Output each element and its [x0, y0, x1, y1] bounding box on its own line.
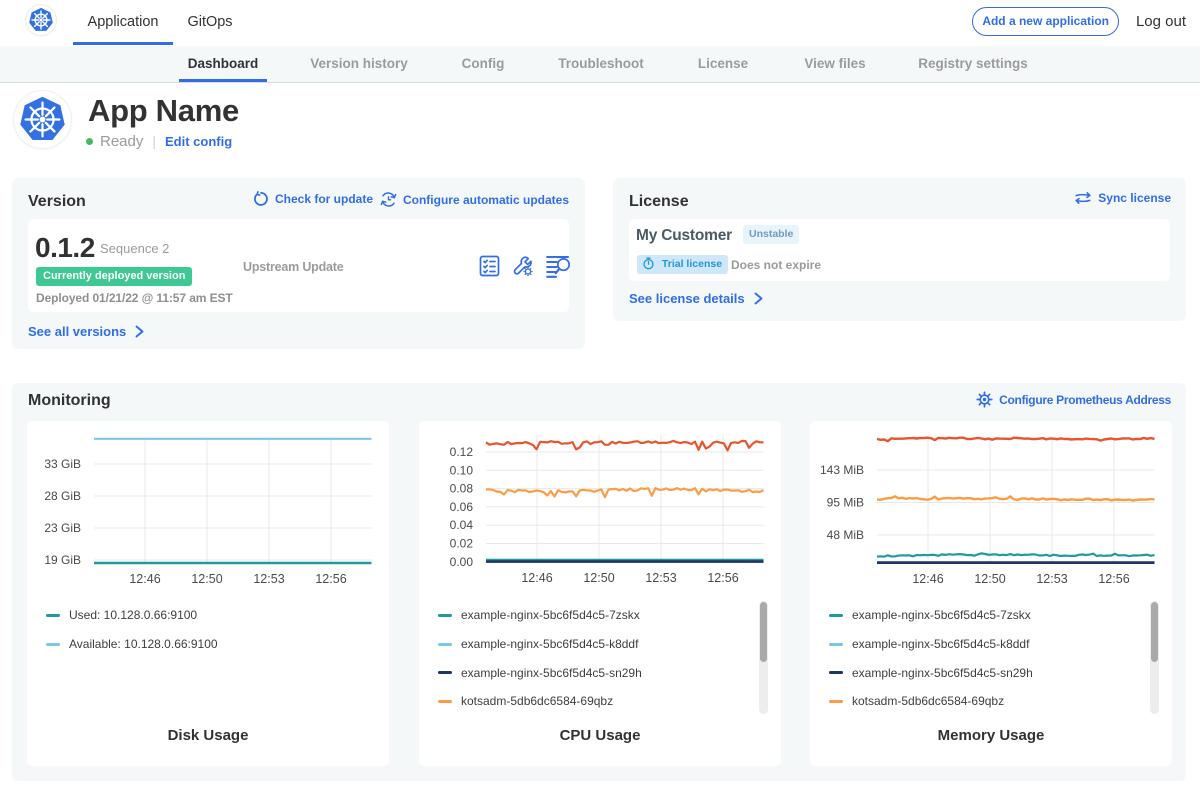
svg-text:0.08: 0.08	[450, 482, 474, 496]
svg-text:95 MiB: 95 MiB	[827, 496, 864, 510]
svg-text:0.06: 0.06	[450, 500, 474, 514]
svg-text:12:46: 12:46	[912, 572, 943, 586]
svg-text:12:50: 12:50	[191, 572, 222, 586]
svg-text:0.00: 0.00	[450, 555, 474, 569]
svg-text:0.10: 0.10	[450, 463, 474, 477]
svg-text:0.02: 0.02	[450, 537, 474, 551]
svg-text:143 MiB: 143 MiB	[820, 463, 864, 477]
svg-text:19 GiB: 19 GiB	[44, 553, 81, 567]
svg-text:0.12: 0.12	[450, 445, 474, 459]
svg-text:12:46: 12:46	[129, 572, 160, 586]
svg-text:12:53: 12:53	[253, 572, 284, 586]
svg-text:12:56: 12:56	[707, 571, 738, 585]
svg-text:23 GiB: 23 GiB	[44, 521, 81, 535]
svg-text:12:53: 12:53	[1036, 572, 1067, 586]
svg-text:12:56: 12:56	[315, 572, 346, 586]
svg-text:12:56: 12:56	[1098, 572, 1129, 586]
svg-text:12:53: 12:53	[645, 571, 676, 585]
svg-text:12:50: 12:50	[974, 572, 1005, 586]
svg-text:0.04: 0.04	[450, 518, 474, 532]
svg-text:12:46: 12:46	[521, 571, 552, 585]
svg-text:28 GiB: 28 GiB	[44, 489, 81, 503]
svg-text:48 MiB: 48 MiB	[827, 528, 864, 542]
svg-text:33 GiB: 33 GiB	[44, 457, 81, 471]
svg-text:12:50: 12:50	[583, 571, 614, 585]
